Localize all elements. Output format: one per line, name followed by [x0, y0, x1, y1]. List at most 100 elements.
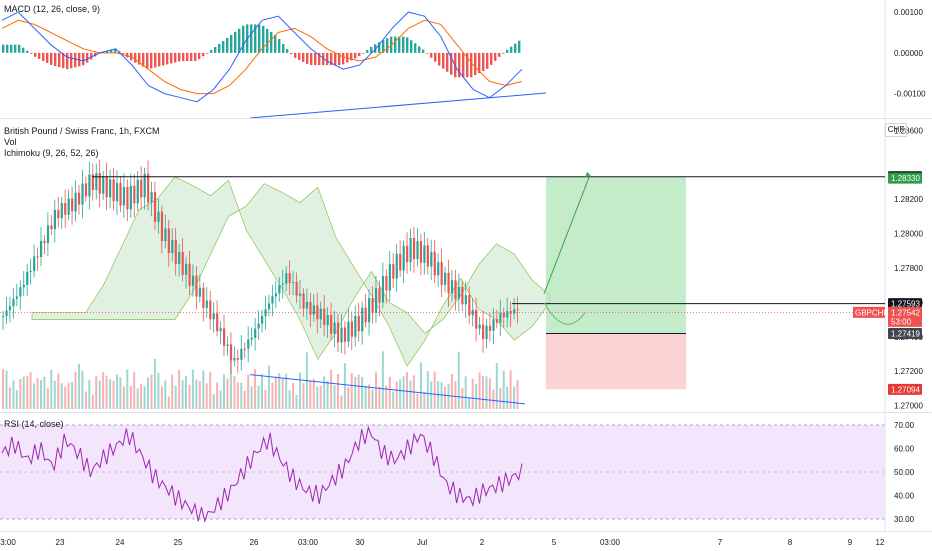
candle-body: [513, 309, 516, 314]
candle-body: [157, 211, 160, 222]
candle-body: [195, 275, 198, 297]
currency-label[interactable]: CHF: [885, 123, 907, 137]
rsi-legend[interactable]: RSI (14, close): [4, 419, 64, 429]
macd-histogram-bar: [34, 52, 37, 57]
volume-bar: [174, 385, 177, 409]
volume-bar: [261, 374, 263, 409]
volume-bar: [250, 386, 253, 409]
volume-bar: [375, 372, 377, 409]
candle-body: [409, 237, 412, 263]
volume-bar: [223, 374, 225, 409]
candle-body: [219, 328, 222, 332]
candle-body: [119, 183, 122, 206]
macd-histogram-bar: [270, 32, 273, 53]
volume-bar: [426, 371, 429, 409]
candle-body: [343, 327, 347, 342]
volume-bar: [143, 386, 146, 409]
macd-histogram-bar: [286, 49, 289, 53]
macd-histogram-bar: [386, 38, 389, 53]
macd-histogram-bar: [406, 37, 409, 53]
macd-histogram-bar: [262, 25, 265, 53]
candle-body: [129, 185, 132, 210]
macd-histogram-bar: [470, 52, 473, 78]
candle-body: [22, 284, 25, 288]
price-tick-label: 1.27200: [894, 367, 923, 376]
candle-body: [471, 309, 474, 316]
macd-histogram-bar: [450, 52, 453, 75]
volume-bar: [81, 370, 84, 409]
macd-histogram-bar: [282, 44, 285, 53]
candle-body: [133, 185, 136, 204]
volume-bar: [102, 372, 105, 409]
candle-body: [468, 295, 471, 316]
candle-body: [84, 183, 88, 197]
volume-bar: [457, 351, 460, 409]
macd-histogram-bar: [38, 52, 41, 59]
macd-histogram-bar: [374, 44, 377, 53]
candle-body: [264, 309, 267, 317]
macd-histogram-bar: [350, 52, 353, 61]
volume-bar: [406, 372, 408, 409]
time-tick-label: 03:00: [600, 538, 621, 547]
macd-pane[interactable]: 0.00100 0.00000 -0.00100 MACD (12, 26, clo…: [0, 0, 932, 118]
candle-body: [395, 253, 398, 279]
price-pane[interactable]: 1.286001.282001.280001.278001.276001.274…: [0, 119, 932, 412]
candle-body: [233, 357, 236, 361]
candle-body: [71, 198, 74, 212]
macd-tick-label: 0.00000: [894, 49, 923, 58]
volume-bar: [395, 381, 398, 409]
candle-body: [388, 263, 391, 291]
time-tick-label: 25: [174, 538, 183, 547]
macd-histogram-bar: [330, 52, 333, 66]
macd-legend[interactable]: MACD (12, 26, close, 9): [4, 4, 101, 14]
volume-bar: [191, 369, 194, 409]
macd-histogram-bar: [410, 40, 413, 53]
volume-bar: [402, 376, 405, 409]
macd-histogram-bar: [190, 52, 193, 61]
macd-histogram-bar: [90, 52, 93, 60]
price-tick-label: 1.27800: [894, 264, 923, 273]
candle-body: [64, 203, 67, 215]
time-axis-labels: 3:00 23 24 25 26 03:00 30 Jul 2 5 03:00 7 8 9 12: [0, 538, 885, 547]
candle-body: [482, 324, 485, 340]
volume-bar: [340, 395, 343, 409]
time-axis[interactable]: 3:00 23 24 25 26 03:00 30 Jul 2 5 03:00 7 8 9 12: [0, 531, 932, 551]
volume-bar: [430, 381, 433, 409]
macd-histogram-bar: [510, 46, 513, 53]
volume-bar: [264, 389, 267, 409]
volume-legend[interactable]: Vol: [4, 137, 17, 147]
macd-histogram-bar: [486, 52, 489, 69]
macd-histogram-bar: [490, 52, 493, 65]
volume-bar: [229, 355, 232, 409]
macd-histogram-bar: [514, 43, 517, 53]
rsi-pane[interactable]: 70.00 60.00 50.00 40.00 30.00 RSI (14, close…: [0, 413, 932, 531]
candle-body: [254, 328, 257, 338]
rsi-tick-label: 50.00: [894, 468, 915, 477]
candle-body: [316, 305, 319, 320]
volume-bar: [126, 369, 129, 409]
rsi-line: [1, 425, 523, 524]
volume-bar: [36, 378, 39, 409]
candle-body: [440, 262, 443, 285]
ichimoku-legend[interactable]: Ichimoku (9, 26, 52, 26): [4, 148, 99, 158]
macd-histogram-bar: [86, 52, 89, 63]
macd-histogram-bar: [170, 52, 173, 64]
macd-histogram-bar: [258, 24, 261, 53]
volume-bar: [19, 379, 22, 409]
candle-body: [185, 263, 188, 275]
candle-body: [330, 315, 333, 334]
volume-bar: [95, 376, 98, 409]
macd-signal-line: [1, 19, 523, 95]
candle-body: [437, 262, 440, 276]
pane-divider[interactable]: [0, 412, 932, 413]
candle-body: [502, 312, 505, 318]
volume-bar: [506, 386, 509, 409]
volume-bar: [399, 379, 402, 409]
macd-histogram-bar: [138, 52, 141, 65]
volume-bar: [485, 376, 488, 409]
symbol-title[interactable]: British Pound / Swiss Franc, 1h, FXCM: [4, 126, 160, 136]
volume-bar: [281, 378, 284, 409]
volume-bar: [461, 388, 464, 409]
volume-bar: [254, 369, 257, 409]
pane-divider[interactable]: [0, 118, 932, 119]
